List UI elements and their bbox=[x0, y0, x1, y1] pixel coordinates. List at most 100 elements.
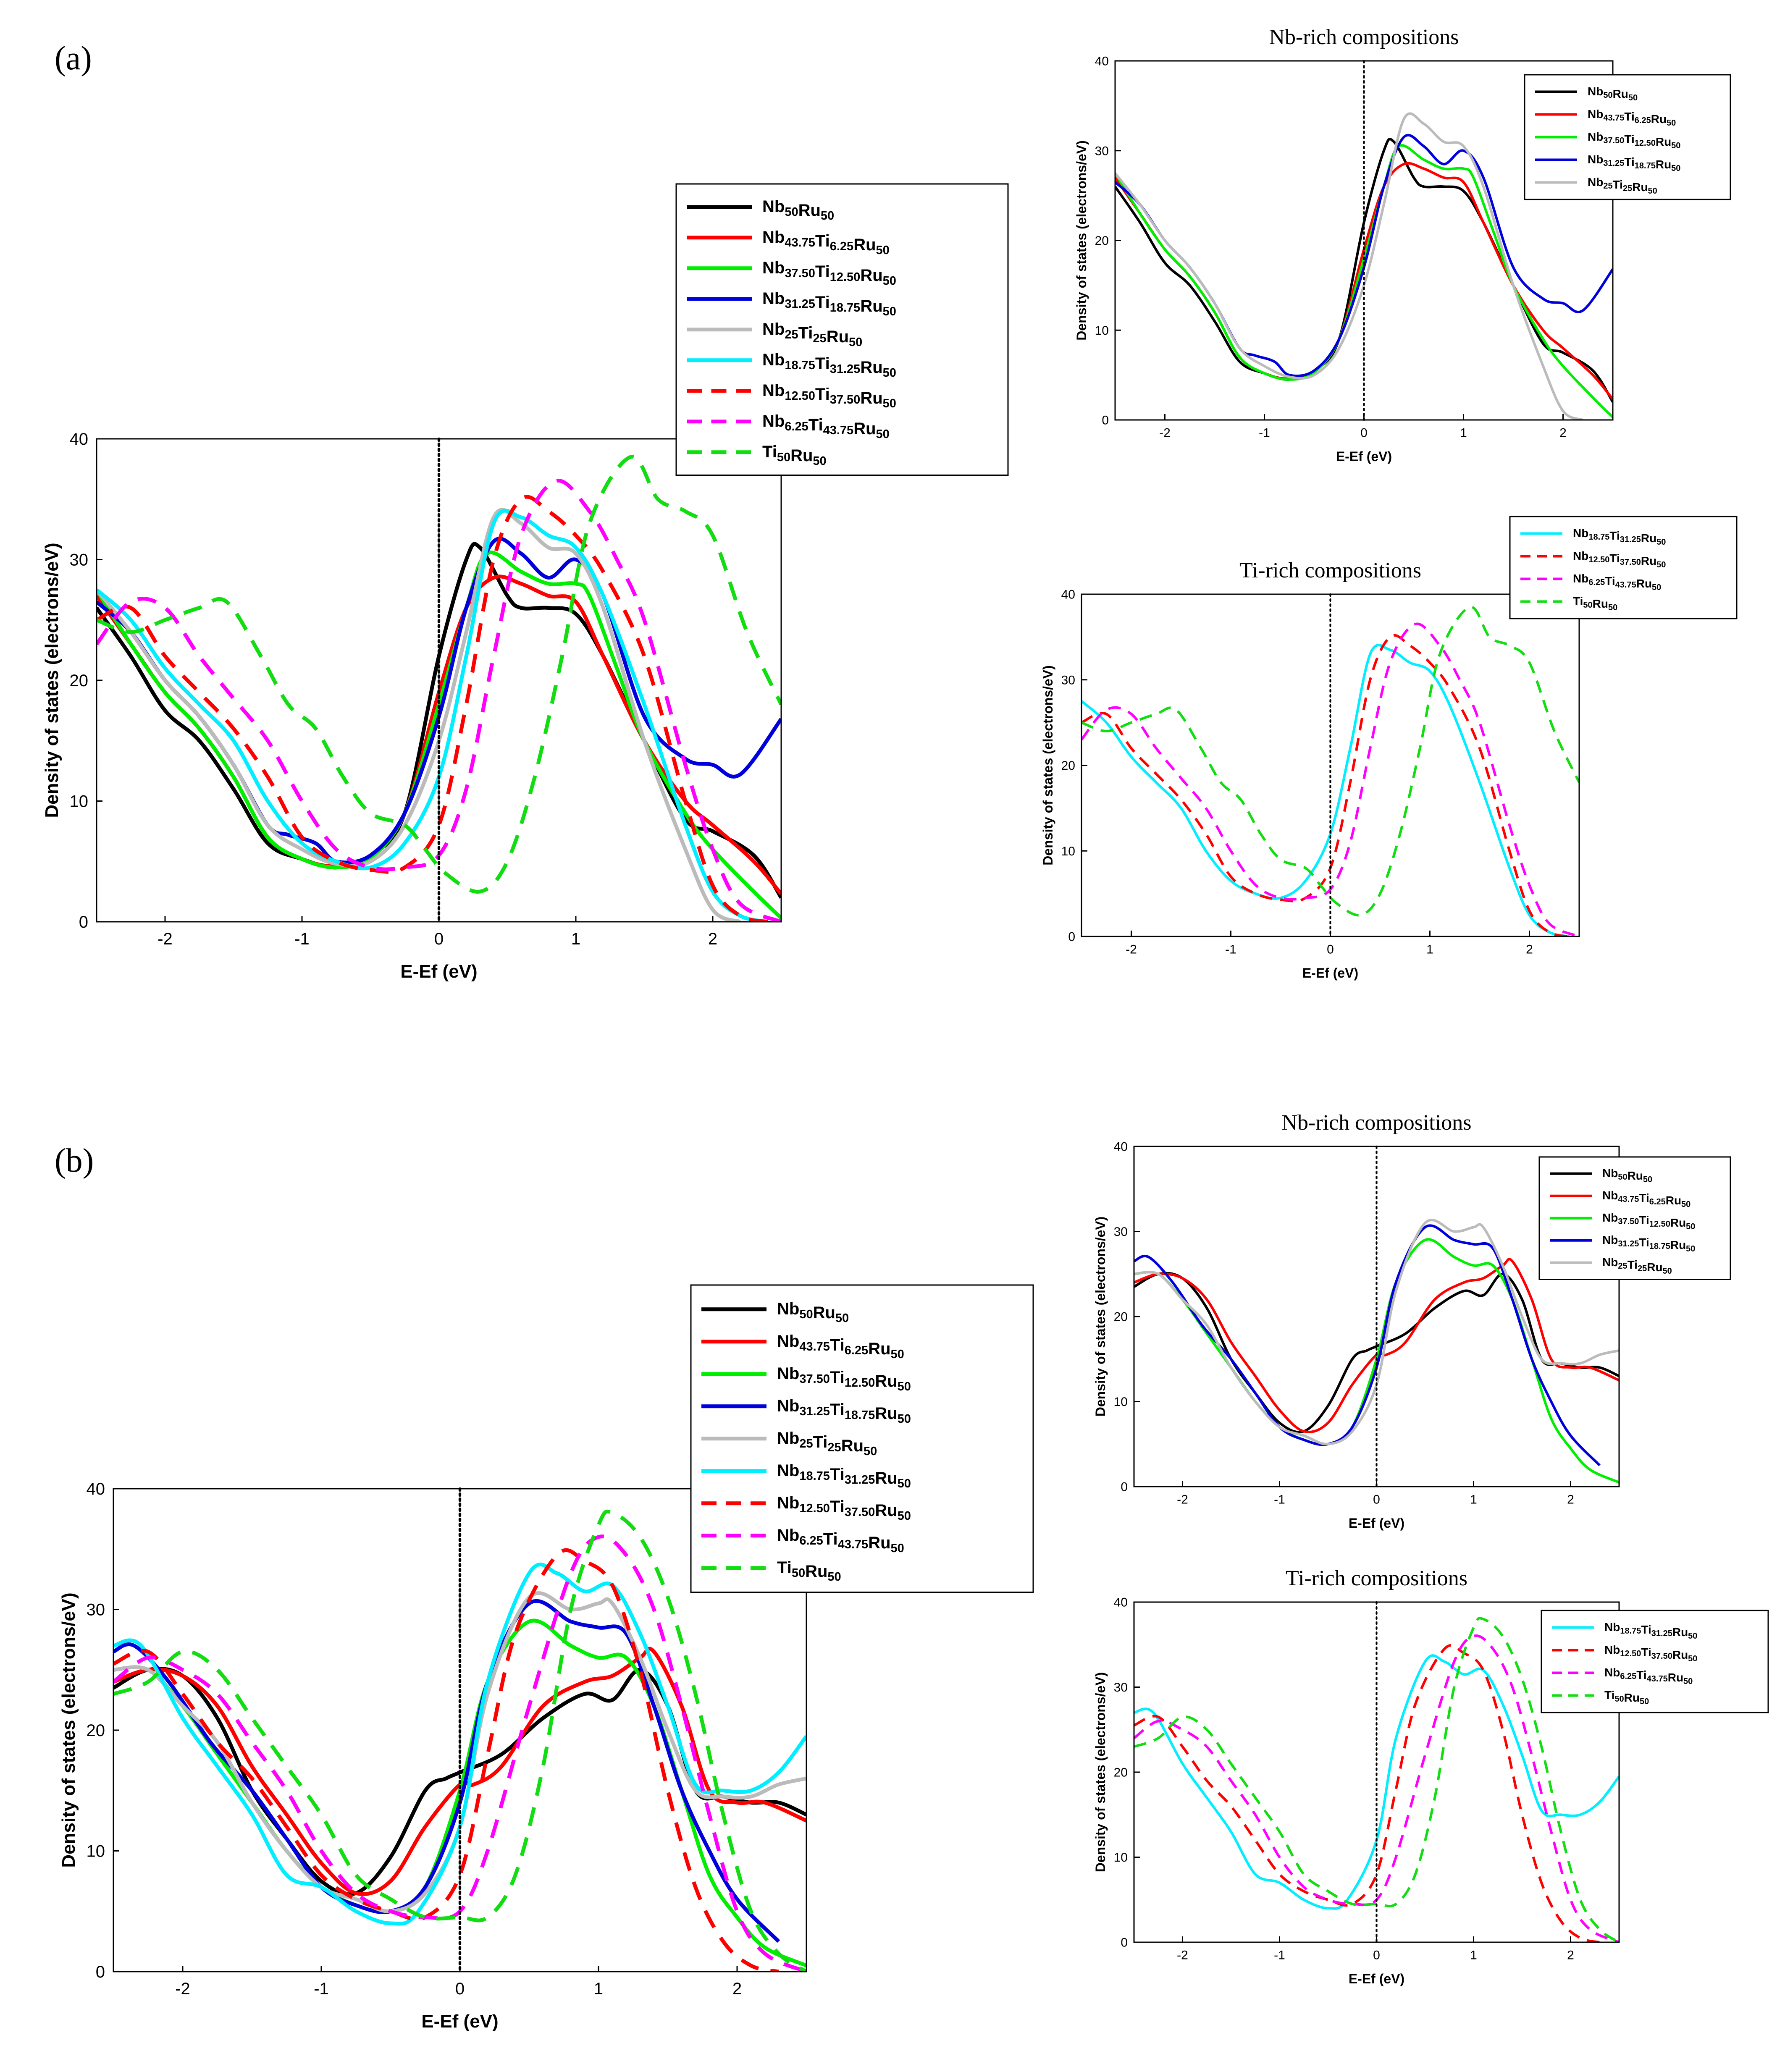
y-axis-title: Density of states (electrons/eV) bbox=[1093, 1672, 1108, 1873]
series-line-Nb6.25Ti43.75Ru50 bbox=[97, 478, 781, 922]
series-group bbox=[1115, 112, 1613, 420]
x-tick-label: -1 bbox=[1259, 426, 1270, 440]
x-axis-title: E-Ef (eV) bbox=[400, 961, 477, 982]
series-group bbox=[113, 1509, 806, 1972]
series-line-Nb12.50Ti37.50Ru50 bbox=[113, 1548, 779, 1972]
y-tick-label: 20 bbox=[70, 671, 89, 690]
legend-label: Nb31.25Ti18.75Ru50 bbox=[1602, 1233, 1695, 1254]
x-tick-label: 2 bbox=[1567, 1949, 1574, 1962]
legend-label: Ti50Ru50 bbox=[777, 1558, 841, 1584]
y-tick-label: 40 bbox=[70, 430, 89, 448]
x-tick-label: -2 bbox=[1126, 943, 1137, 957]
x-tick-label: 2 bbox=[1567, 1493, 1574, 1507]
panel-label-a: (a) bbox=[55, 40, 92, 77]
legend-label: Nb12.50Ti37.50Ru50 bbox=[1604, 1643, 1697, 1663]
series-line-Ti50Ru50 bbox=[113, 1509, 806, 1972]
y-tick-label: 0 bbox=[1068, 930, 1075, 944]
legend-label: Nb37.50Ti12.50Ru50 bbox=[1602, 1211, 1695, 1231]
y-tick-label: 30 bbox=[1095, 144, 1109, 158]
y-tick-label: 20 bbox=[1114, 1766, 1128, 1780]
y-tick-label: 10 bbox=[1061, 845, 1075, 858]
chart-title: Nb-rich compositions bbox=[1281, 1111, 1471, 1135]
legend: Nb50Ru50Nb43.75Ti6.25Ru50Nb37.50Ti12.50R… bbox=[690, 1284, 1034, 1593]
series-line-Nb6.25Ti43.75Ru50 bbox=[113, 1534, 806, 1972]
x-tick-label: 1 bbox=[1470, 1949, 1477, 1962]
legend-label: Ti50Ru50 bbox=[1604, 1689, 1649, 1706]
legend-label: Nb37.50Ti12.50Ru50 bbox=[1588, 130, 1680, 150]
x-tick-label: 2 bbox=[1526, 943, 1533, 957]
legend-label: Nb6.25Ti43.75Ru50 bbox=[762, 412, 890, 441]
y-tick-label: 0 bbox=[1121, 1936, 1128, 1950]
legend-label: Nb6.25Ti43.75Ru50 bbox=[1604, 1666, 1693, 1686]
y-tick-label: 40 bbox=[1095, 55, 1109, 68]
x-tick-label: 0 bbox=[1373, 1949, 1380, 1962]
series-line-Nb6.25Ti43.75Ru50 bbox=[1134, 1634, 1619, 1942]
y-tick-label: 10 bbox=[1114, 1395, 1128, 1409]
x-tick-label: 0 bbox=[455, 1980, 465, 1998]
legend-label: Nb12.50Ti37.50Ru50 bbox=[777, 1494, 911, 1523]
legend: Nb50Ru50Nb43.75Ti6.25Ru50Nb37.50Ti12.50R… bbox=[675, 183, 1009, 476]
panel-label-b: (b) bbox=[55, 1142, 94, 1179]
y-tick-label: 40 bbox=[1114, 1596, 1128, 1610]
chart-title: Nb-rich compositions bbox=[1269, 25, 1459, 49]
series-line-Nb18.75Ti31.25Ru50 bbox=[97, 509, 768, 922]
legend-label: Nb43.75Ti6.25Ru50 bbox=[1602, 1189, 1690, 1209]
x-tick-label: -2 bbox=[1177, 1493, 1188, 1507]
series-line-Nb25Ti25Ru50 bbox=[1134, 1219, 1619, 1445]
y-tick-label: 0 bbox=[96, 1963, 105, 1981]
legend-label: Nb43.75Ti6.25Ru50 bbox=[1588, 108, 1676, 128]
legend-label: Nb37.50Ti12.50Ru50 bbox=[762, 259, 896, 288]
series-line-Nb25Ti25Ru50 bbox=[97, 508, 741, 922]
legend-box bbox=[1509, 516, 1738, 619]
legend-label: Nb50Ru50 bbox=[777, 1300, 849, 1325]
legend-label: Nb18.75Ti31.25Ru50 bbox=[777, 1461, 911, 1490]
x-tick-label: 0 bbox=[1327, 943, 1334, 957]
x-tick-label: 1 bbox=[1470, 1493, 1477, 1507]
series-line-Nb31.25Ti18.75Ru50 bbox=[113, 1599, 780, 1943]
x-tick-label: -1 bbox=[1274, 1493, 1285, 1507]
legend-label: Nb18.75Ti31.25Ru50 bbox=[1604, 1621, 1697, 1641]
x-tick-label: 2 bbox=[1559, 426, 1567, 440]
x-tick-label: -2 bbox=[1159, 426, 1171, 440]
series-line-Nb18.75Ti31.25Ru50 bbox=[1082, 644, 1570, 936]
series-line-Nb12.50Ti37.50Ru50 bbox=[97, 495, 768, 922]
series-line-Nb31.25Ti18.75Ru50 bbox=[1134, 1224, 1601, 1466]
series-group bbox=[1134, 1617, 1619, 1942]
y-tick-label: 30 bbox=[1114, 1681, 1128, 1694]
legend-label: Nb18.75Ti31.25Ru50 bbox=[762, 351, 896, 380]
x-axis-title: E-Ef (eV) bbox=[1349, 1971, 1404, 1986]
y-tick-label: 10 bbox=[1095, 324, 1109, 338]
x-tick-label: -1 bbox=[1274, 1949, 1285, 1962]
legend-label: Nb50Ru50 bbox=[1588, 85, 1638, 102]
chart-title: Ti-rich compositions bbox=[1239, 559, 1421, 582]
x-tick-label: 1 bbox=[1426, 943, 1433, 957]
series-line-Nb6.25Ti43.75Ru50 bbox=[1082, 622, 1579, 936]
legend-label: Nb25Ti25Ru50 bbox=[762, 320, 862, 349]
legend-label: Nb31.25Ti18.75Ru50 bbox=[1588, 153, 1680, 173]
y-axis-title: Density of states (electrons/eV) bbox=[1040, 665, 1055, 866]
x-axis-title: E-Ef (eV) bbox=[1349, 1516, 1404, 1531]
legend-label: Nb12.50Ti37.50Ru50 bbox=[762, 381, 896, 410]
x-axis-title: E-Ef (eV) bbox=[421, 2011, 498, 2032]
legend-label: Ti50Ru50 bbox=[762, 443, 827, 468]
x-tick-label: -2 bbox=[158, 930, 173, 948]
series-group bbox=[97, 455, 781, 922]
y-tick-label: 0 bbox=[79, 913, 88, 931]
x-tick-label: 0 bbox=[434, 930, 444, 948]
y-tick-label: 10 bbox=[87, 1842, 105, 1861]
legend-label: Nb12.50Ti37.50Ru50 bbox=[1573, 549, 1666, 569]
x-tick-label: -1 bbox=[1225, 943, 1236, 957]
legend-label: Nb43.75Ti6.25Ru50 bbox=[777, 1332, 904, 1361]
legend-box bbox=[1541, 1610, 1769, 1713]
x-tick-label: 2 bbox=[732, 1980, 742, 1998]
x-tick-label: -2 bbox=[175, 1980, 190, 1998]
series-line-Nb18.75Ti31.25Ru50 bbox=[113, 1562, 806, 1926]
legend-label: Nb50Ru50 bbox=[762, 197, 834, 223]
legend-label: Nb6.25Ti43.75Ru50 bbox=[1573, 572, 1661, 592]
y-tick-label: 30 bbox=[1061, 673, 1075, 687]
y-axis-title: Density of states (electrons/eV) bbox=[1093, 1217, 1108, 1417]
legend-label: Nb18.75Ti31.25Ru50 bbox=[1573, 527, 1666, 547]
